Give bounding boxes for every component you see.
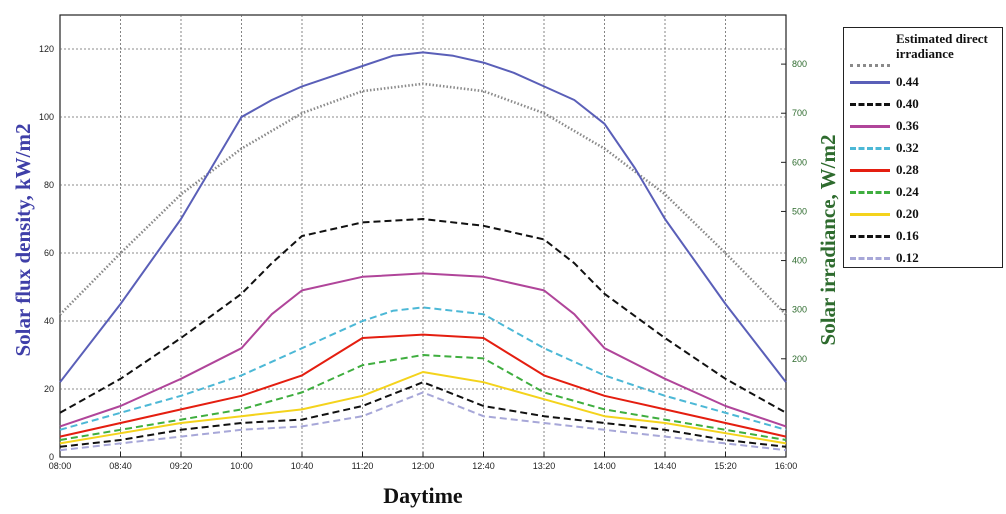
- x-tick-label: 12:40: [472, 461, 495, 471]
- x-tick-label: 10:00: [230, 461, 253, 471]
- legend-swatch: [850, 125, 890, 128]
- series-line-7: [59, 371, 787, 445]
- y-tick-label: 100: [39, 112, 54, 122]
- y2-tick-label: 200: [792, 354, 807, 364]
- legend-item-0-44: 0.44: [844, 72, 1004, 92]
- y-tick-label: 60: [44, 248, 54, 258]
- series-line-6: [59, 354, 787, 441]
- gridlines: [60, 15, 786, 457]
- legend-swatch: [850, 147, 890, 150]
- series-line-4: [59, 306, 787, 431]
- series-line-8: [59, 381, 787, 448]
- legend-item-0-20: 0.20: [844, 204, 1004, 224]
- y2-axis-label: Solar irradiance, W/m2: [816, 135, 840, 346]
- legend-label: 0.32: [896, 140, 919, 155]
- series-line-3: [59, 272, 787, 428]
- legend-item-0-12: 0.12: [844, 248, 1004, 268]
- x-tick-label: 12:00: [412, 461, 435, 471]
- legend-label: 0.44: [896, 74, 919, 89]
- series-layer: [59, 51, 787, 452]
- y-axis-label: Solar flux density, kW/m2: [11, 124, 35, 357]
- legend-swatch: [850, 235, 890, 238]
- x-tick-labels: 08:00 08:40 09:20 10:00 10:40 11:20 12:00 12:40…: [49, 452, 798, 471]
- y2-tick-label: 700: [792, 108, 807, 118]
- series-line-1: [59, 51, 787, 383]
- legend-swatch: [850, 213, 890, 216]
- legend-swatch: [850, 81, 890, 84]
- legend-swatch: [850, 257, 890, 260]
- y-tick-label: 120: [39, 44, 54, 54]
- y-tick-label: 80: [44, 180, 54, 190]
- series-line-5: [59, 333, 787, 438]
- series-line-9: [59, 391, 787, 452]
- series-line-0: [59, 82, 787, 316]
- y-tick-label: 0: [49, 452, 54, 462]
- x-tick-label: 13:20: [533, 461, 556, 471]
- legend-swatch: [850, 191, 890, 194]
- x-tick-label: 14:40: [654, 461, 677, 471]
- y2-tick-label: 600: [792, 157, 807, 167]
- y2-tick-label: 300: [792, 305, 807, 315]
- x-tick-label: 08:40: [109, 461, 132, 471]
- y2-tick-label: 500: [792, 206, 807, 216]
- x-tick-label: 08:00: [49, 461, 72, 471]
- legend: Estimated direct irradiance 0.44 0.40 0.…: [843, 27, 1003, 268]
- series-line-2: [59, 218, 787, 414]
- y-tick-label: 40: [44, 316, 54, 326]
- legend-item-0-24: 0.24: [844, 182, 1004, 202]
- x-tick-label: 15:20: [714, 461, 737, 471]
- legend-swatch: [850, 103, 890, 106]
- legend-label: 0.28: [896, 162, 919, 177]
- y2-tick-labels: 200 300 400 500 600 700 800: [781, 59, 807, 364]
- legend-label: 0.16: [896, 228, 919, 243]
- x-tick-label: 11:20: [352, 461, 374, 471]
- legend-item-0-32: 0.32: [844, 138, 1004, 158]
- legend-swatch: [850, 64, 890, 67]
- legend-label: 0.36: [896, 118, 919, 133]
- legend-label: 0.20: [896, 206, 919, 221]
- legend-label: 0.40: [896, 96, 919, 111]
- legend-item-0-28: 0.28: [844, 160, 1004, 180]
- legend-item-estimated: Estimated direct irradiance: [844, 31, 1004, 67]
- y-tick-label: 20: [44, 384, 54, 394]
- x-tick-label: 09:20: [170, 461, 193, 471]
- legend-label: 0.24: [896, 184, 919, 199]
- legend-item-0-36: 0.36: [844, 116, 1004, 136]
- x-tick-label: 14:00: [593, 461, 616, 471]
- y2-tick-label: 800: [792, 59, 807, 69]
- legend-label: Estimated direct irradiance: [896, 31, 988, 61]
- legend-swatch: [850, 169, 890, 172]
- legend-item-0-40: 0.40: [844, 94, 1004, 114]
- y-tick-labels: 0 20 40 60 80 100 120: [39, 44, 54, 462]
- x-tick-label: 10:40: [291, 461, 314, 471]
- x-tick-label: 16:00: [775, 461, 798, 471]
- x-axis-label: Daytime: [383, 483, 463, 508]
- legend-label: 0.12: [896, 250, 919, 265]
- y2-tick-label: 400: [792, 256, 807, 266]
- legend-item-0-16: 0.16: [844, 226, 1004, 246]
